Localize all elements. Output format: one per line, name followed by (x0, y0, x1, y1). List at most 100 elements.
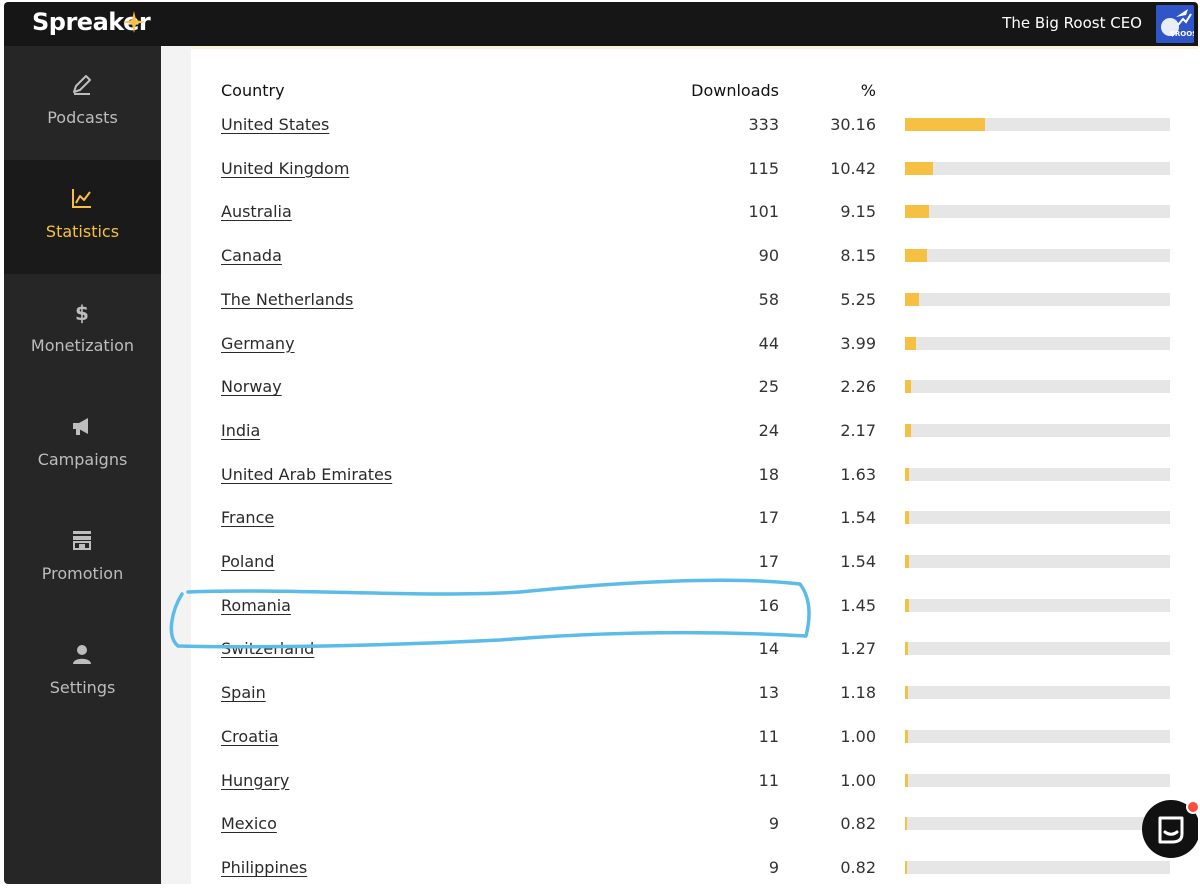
country-link[interactable]: Australia (221, 202, 292, 222)
sidebar-item-label: Campaigns (37, 450, 128, 469)
table-row: Germany 44 3.99 (191, 304, 1198, 353)
sidebar-item-campaigns[interactable]: Campaigns (4, 388, 161, 502)
storefront-icon (73, 531, 91, 550)
user-icon (73, 645, 91, 664)
megaphone-icon (73, 418, 88, 435)
sidebar-item-label: Monetization (30, 336, 135, 355)
percent-bar-fill (905, 773, 908, 787)
downloads-value: 90 (758, 246, 779, 266)
percent-bar (905, 380, 1170, 394)
table-row: The Netherlands 58 5.25 (191, 260, 1198, 309)
percent-bar-fill (905, 292, 919, 306)
downloads-value: 13 (758, 683, 779, 703)
percent-bar (905, 773, 1170, 787)
svg-text:$: $ (75, 301, 89, 324)
country-link[interactable]: The Netherlands (221, 289, 354, 309)
table-row: Croatia 11 1.00 (191, 697, 1198, 746)
table-row: India 24 2.17 (191, 391, 1198, 440)
sidebar-item-statistics[interactable]: Statistics (4, 160, 161, 274)
sidebar-item-monetization[interactable]: $ Monetization (4, 274, 161, 388)
avatar[interactable]: $ROOS (1156, 5, 1194, 43)
percent-bar-fill (905, 161, 933, 175)
percent-value: 1.54 (840, 552, 876, 571)
avatar-text: $ROOS (1170, 30, 1194, 38)
percent-value: 5.25 (840, 289, 876, 309)
app-window: Spreaker The Big Roost CEO $ROOS Podcast… (4, 2, 1198, 884)
sidebar-item-settings[interactable]: Settings (4, 616, 161, 730)
sidebar-item-podcasts[interactable]: Podcasts (4, 46, 161, 160)
percent-value: 1.18 (840, 683, 876, 703)
percent-value: 3.99 (840, 333, 876, 353)
table-row: Australia 101 9.15 (191, 172, 1198, 221)
sidebar-item-label: Settings (49, 678, 116, 697)
percent-bar (905, 860, 1170, 874)
percent-bar (905, 249, 1170, 263)
downloads-value: 24 (758, 420, 779, 440)
table-row: Switzerland 14 1.27 (191, 609, 1198, 658)
downloads-value: 17 (758, 508, 779, 528)
downloads-value: 101 (748, 202, 779, 222)
table-row: Romania 16 1.45 (191, 566, 1198, 615)
percent-bar (905, 161, 1170, 175)
table-row: Poland 17 1.54 (191, 522, 1198, 571)
country-link[interactable]: France (221, 508, 275, 528)
percent-bar-fill (905, 598, 909, 612)
chart-icon (72, 189, 91, 208)
user-name[interactable]: The Big Roost CEO (1002, 14, 1142, 32)
pencil-icon (73, 75, 91, 95)
percent-bar (905, 642, 1170, 656)
chat-button[interactable] (1142, 800, 1198, 858)
country-link[interactable]: Spain (221, 683, 266, 703)
country-link[interactable]: Hungary (221, 770, 290, 790)
country-link[interactable]: Germany (221, 333, 295, 353)
table-row: Canada 90 8.15 (191, 216, 1198, 265)
percent-bar-fill (905, 817, 908, 831)
percent-bar-fill (905, 642, 909, 656)
downloads-value: 11 (758, 770, 779, 790)
percent-bar-fill (905, 511, 910, 525)
logo-star-icon (123, 11, 145, 33)
percent-bar-fill (905, 467, 910, 481)
table-row: Norway 25 2.26 (191, 347, 1198, 396)
percent-value: 0.82 (840, 814, 876, 834)
percent-bar-fill (905, 729, 908, 743)
country-link[interactable]: Canada (221, 246, 282, 266)
percent-value: 1.00 (840, 770, 876, 790)
country-link[interactable]: United Arab Emirates (221, 464, 393, 484)
downloads-value: 11 (758, 726, 779, 746)
percent-value: 9.15 (840, 202, 876, 222)
percent-value: 1.63 (840, 464, 876, 484)
table-row: United Arab Emirates 18 1.63 (191, 435, 1198, 484)
table-row: Spain 13 1.18 (191, 653, 1198, 702)
country-link[interactable]: Philippines (221, 857, 308, 877)
country-link[interactable]: United Kingdom (221, 158, 350, 178)
chat-icon (1158, 816, 1184, 844)
percent-value: 1.27 (840, 639, 876, 659)
country-link[interactable]: Croatia (221, 726, 279, 746)
percent-bar-fill (905, 423, 911, 437)
country-link[interactable]: Poland (221, 552, 275, 571)
country-stats-panel: Country Downloads % United States 333 30.1… (191, 46, 1198, 884)
country-link[interactable]: Mexico (221, 814, 277, 834)
column-header-downloads[interactable]: Downloads (691, 81, 779, 100)
country-link[interactable]: India (221, 420, 261, 440)
percent-bar-fill (905, 860, 908, 874)
percent-value: 0.82 (840, 857, 876, 877)
percent-bar (905, 686, 1170, 700)
percent-bar (905, 511, 1170, 525)
downloads-value: 333 (748, 115, 779, 134)
percent-value: 30.16 (830, 115, 876, 134)
percent-bar (905, 555, 1170, 568)
country-link[interactable]: United States (221, 115, 330, 134)
sidebar-item-promotion[interactable]: Promotion (4, 502, 161, 616)
percent-value: 8.15 (840, 246, 876, 266)
content-gutter (161, 46, 191, 884)
column-header-percent[interactable]: % (860, 81, 876, 100)
percent-bar-fill (905, 205, 930, 219)
downloads-value: 9 (768, 857, 779, 877)
country-link[interactable]: Norway (221, 377, 282, 397)
column-header-country[interactable]: Country (221, 81, 285, 100)
percent-bar (905, 292, 1170, 306)
downloads-value: 9 (768, 814, 779, 834)
table-row: Mexico 9 0.82 (191, 784, 1198, 833)
